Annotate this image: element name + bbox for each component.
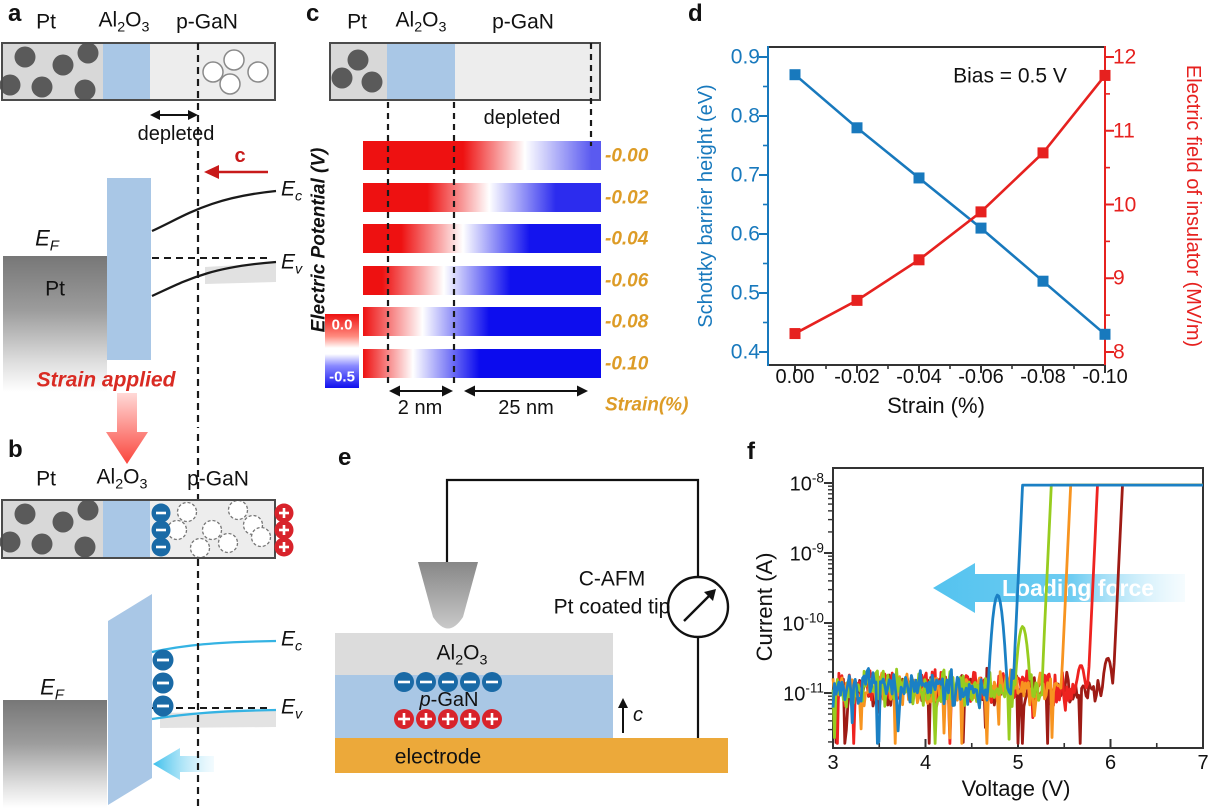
panel-a-art [0, 42, 277, 464]
edge-positive-charges [274, 503, 294, 557]
depleted-arrow [150, 110, 198, 120]
potential-strip [363, 307, 601, 336]
data-point-right [789, 328, 801, 340]
data-point-left [1037, 275, 1049, 287]
panel-c-art [329, 42, 601, 397]
pt-atoms [331, 49, 383, 93]
panel-e-art [335, 478, 730, 773]
scale-arrows [389, 385, 588, 397]
panel-d-frame [767, 46, 1106, 366]
iv-curve [831, 483, 1203, 745]
trapped-electrons [152, 649, 174, 717]
layer-boundary-dashes [386, 43, 593, 384]
al2o3-layer [103, 500, 150, 558]
data-point-left [1099, 328, 1111, 340]
ec-band-curve [151, 639, 277, 654]
strain-down-arrow [106, 393, 148, 464]
panel-f-plot [824, 482, 1204, 748]
al2o3-barrier [107, 178, 151, 360]
bar-outline [1, 42, 276, 101]
potential-strip [363, 182, 601, 212]
ev-band-curve [151, 708, 277, 721]
data-point-right [913, 254, 925, 266]
shift-left-arrow [153, 748, 214, 780]
pt-fermi-block [3, 256, 107, 392]
data-point-left [789, 69, 801, 81]
potential-strip [363, 224, 601, 253]
c-axis-up-arrow [618, 698, 628, 733]
data-point-right [851, 294, 863, 306]
colorbar [325, 314, 359, 388]
valence-fill [160, 711, 276, 728]
pt-atoms [0, 42, 99, 101]
potential-strip [363, 265, 601, 295]
series-line-left [794, 73, 1106, 336]
afm-tip [418, 562, 478, 629]
series-line-right [794, 74, 1107, 335]
panel-d-plot [759, 56, 1114, 373]
c-axis-arrow [204, 165, 268, 179]
circuit-wire [445, 478, 700, 738]
data-point-left [851, 122, 863, 134]
al2o3-film [335, 633, 613, 675]
al2o3-layer [387, 43, 455, 100]
data-point-right [1037, 147, 1049, 159]
interface-electrons [151, 503, 171, 557]
al2o3-tilted-plate [108, 594, 152, 805]
hole-circles [202, 49, 269, 95]
al2o3-layer [103, 43, 150, 100]
ammeter-needle [683, 595, 710, 622]
hole-row [394, 709, 502, 729]
data-point-right [1099, 69, 1111, 81]
potential-strip [363, 141, 601, 170]
electron-row [394, 672, 502, 692]
electrode-layer [335, 738, 728, 773]
ammeter-needle-head [704, 589, 716, 601]
pt-fermi-block [3, 700, 107, 808]
panel-b-art [0, 499, 294, 808]
iv-curve [831, 483, 1203, 745]
data-point-right [975, 206, 987, 218]
loading-force-label: Loading force [1002, 575, 1154, 601]
pt-atoms [0, 499, 99, 558]
data-point-left [913, 172, 925, 184]
potential-strip [363, 348, 601, 378]
ev-band-curve [151, 260, 277, 298]
data-point-left [975, 222, 987, 234]
ec-band-curve [151, 189, 277, 233]
bar-outline [329, 42, 601, 101]
hole-circles [166, 499, 272, 559]
